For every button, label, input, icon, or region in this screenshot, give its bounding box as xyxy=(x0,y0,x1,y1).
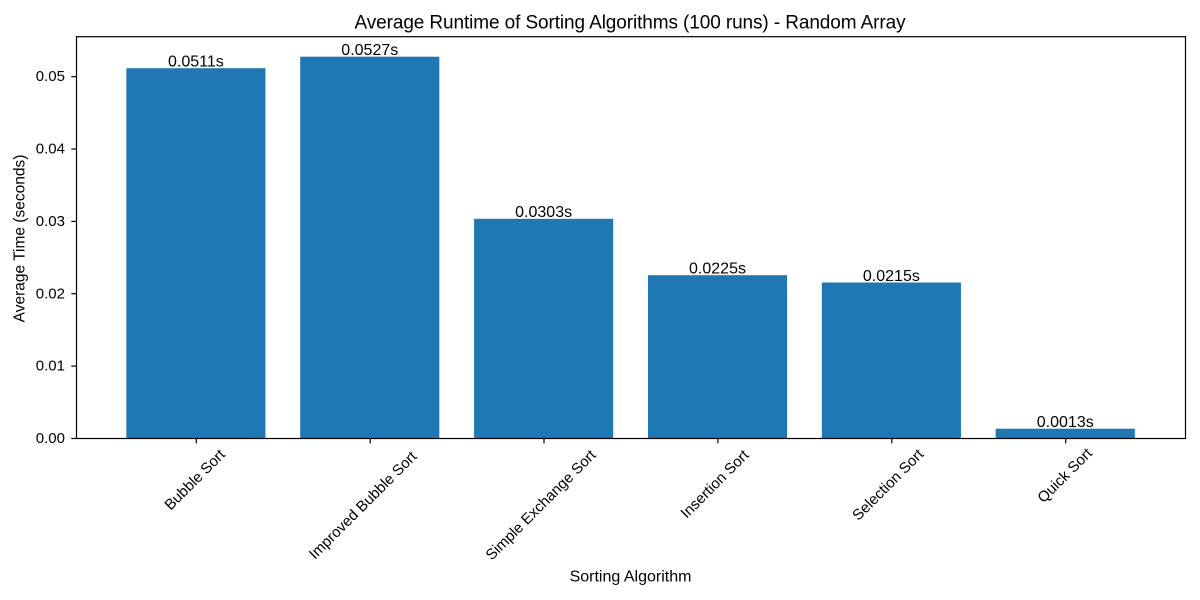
svg-text:0.02: 0.02 xyxy=(36,285,65,302)
svg-text:0.01: 0.01 xyxy=(36,358,65,375)
svg-text:0.0215s: 0.0215s xyxy=(863,268,920,285)
svg-text:0.00: 0.00 xyxy=(36,430,65,447)
svg-text:0.05: 0.05 xyxy=(36,68,65,85)
svg-text:0.04: 0.04 xyxy=(36,141,65,158)
svg-text:0.03: 0.03 xyxy=(36,213,65,230)
svg-text:0.0013s: 0.0013s xyxy=(1037,414,1094,431)
svg-text:0.0511s: 0.0511s xyxy=(168,54,224,71)
svg-text:0.0527s: 0.0527s xyxy=(341,42,398,59)
svg-text:Average Runtime of Sorting Alg: Average Runtime of Sorting Algorithms (1… xyxy=(355,13,907,34)
svg-text:0.0225s: 0.0225s xyxy=(689,261,746,278)
svg-text:Sorting Algorithm: Sorting Algorithm xyxy=(570,569,692,586)
svg-text:0.0303s: 0.0303s xyxy=(515,204,572,221)
svg-text:Average Time (seconds): Average Time (seconds) xyxy=(12,155,29,323)
